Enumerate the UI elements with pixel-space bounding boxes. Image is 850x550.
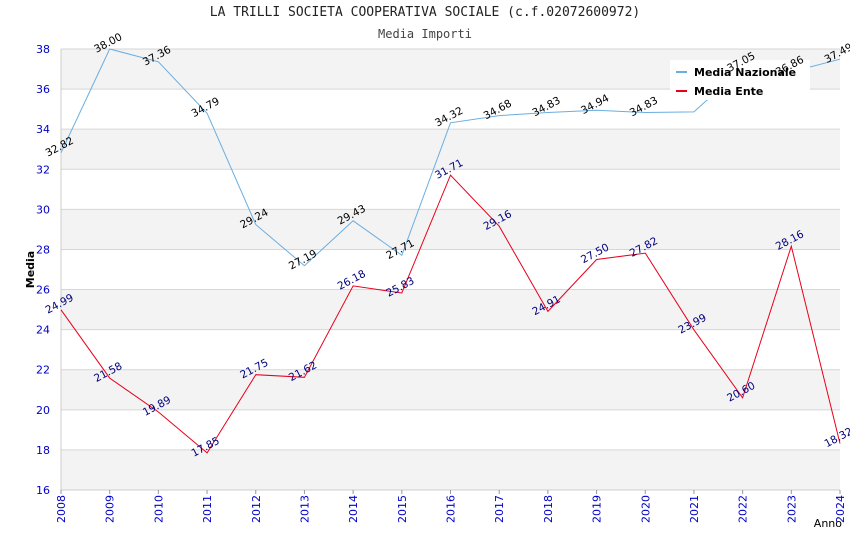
y-tick-label: 26 [36, 284, 50, 297]
x-tick-label: 2022 [737, 495, 750, 523]
legend-entry: Media Ente [694, 85, 763, 98]
x-tick-label: 2023 [785, 495, 798, 523]
y-tick-label: 18 [36, 444, 50, 457]
x-tick-label: 2019 [591, 495, 604, 523]
grid-band [61, 369, 840, 410]
data-label: 34.83 [530, 95, 562, 120]
y-tick-label: 38 [36, 43, 50, 56]
x-tick-label: 2010 [152, 495, 165, 523]
x-tick-label: 2011 [201, 495, 214, 523]
x-tick-label: 2020 [639, 495, 652, 523]
y-tick-label: 22 [36, 364, 50, 377]
x-tick-label: 2018 [542, 495, 555, 523]
data-label: 34.94 [579, 92, 611, 117]
x-tick-label: 2024 [834, 495, 847, 523]
grid-band [61, 449, 840, 490]
data-label: 34.83 [628, 95, 660, 120]
series-line-ente [60, 174, 841, 454]
y-tick-label: 20 [36, 404, 50, 417]
x-tick-label: 2021 [688, 495, 701, 523]
y-tick-label: 30 [36, 203, 50, 216]
x-tick-label: 2008 [55, 495, 68, 523]
chart-title: LA TRILLI SOCIETA COOPERATIVA SOCIALE (c… [209, 5, 641, 20]
grid-band [61, 209, 840, 250]
grid-band [61, 129, 840, 170]
x-axis-label: Anno [814, 517, 842, 530]
grid-band [61, 289, 840, 330]
data-label: 34.79 [190, 95, 222, 120]
y-tick-label: 34 [36, 123, 50, 136]
x-tick-label: 2009 [104, 495, 117, 523]
y-tick-label: 36 [36, 83, 50, 96]
x-tick-label: 2012 [250, 495, 263, 523]
chart-subtitle: Media Importi [378, 27, 472, 41]
x-tick-label: 2017 [493, 495, 506, 523]
y-tick-label: 24 [36, 324, 50, 337]
data-label: 34.68 [482, 98, 514, 123]
x-tick-label: 2014 [347, 495, 360, 523]
y-tick-label: 32 [36, 163, 50, 176]
legend-box [670, 60, 810, 100]
y-tick-label: 16 [36, 484, 50, 497]
data-label: 27.19 [287, 248, 319, 273]
y-tick-label: 28 [36, 243, 50, 256]
x-tick-label: 2013 [298, 495, 311, 523]
x-tick-label: 2016 [445, 495, 458, 523]
legend-entry: Media Nazionale [694, 66, 796, 79]
x-tick-label: 2015 [396, 495, 409, 523]
y-axis-label: Media [24, 251, 37, 288]
